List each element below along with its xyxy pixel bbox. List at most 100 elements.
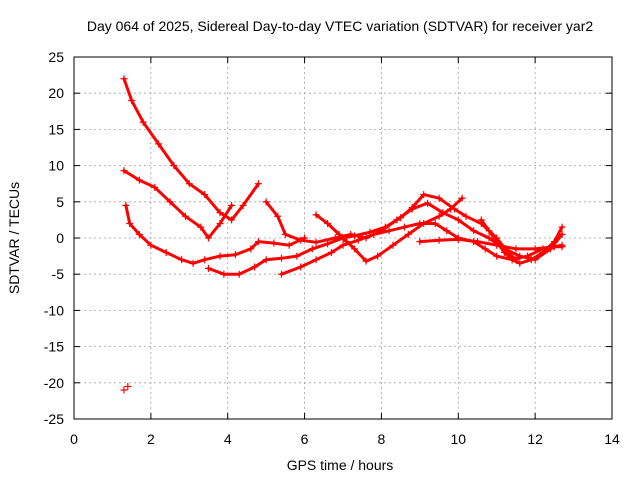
data-point <box>347 230 355 238</box>
data-point <box>481 245 489 253</box>
data-point <box>205 234 212 242</box>
data-point <box>139 118 147 126</box>
data-point <box>435 236 443 244</box>
chart-title: Day 064 of 2025, Sidereal Day-to-day VTE… <box>87 18 593 34</box>
data-point <box>262 198 270 206</box>
y-tick-label: 0 <box>56 230 64 246</box>
data-point <box>327 248 335 256</box>
data-point <box>550 238 558 246</box>
data-point <box>385 227 393 235</box>
data-point <box>155 140 163 148</box>
data-point <box>523 252 531 260</box>
data-point <box>485 234 493 242</box>
data-point <box>493 238 501 246</box>
y-tick-label: 5 <box>56 194 64 210</box>
data-point <box>247 245 255 253</box>
data-point <box>135 176 143 184</box>
data-point <box>477 216 485 224</box>
data-point <box>404 230 412 238</box>
x-tick-label: 10 <box>450 431 466 447</box>
data-point <box>420 220 428 228</box>
axis-ticks: 0 2 4 6 8 10 12 14 -25 -20 -15 -10 -5 0 5 10 15 20 25 <box>44 49 620 447</box>
y-tick-label: -20 <box>44 375 64 391</box>
data-point <box>278 270 286 278</box>
data-point <box>431 220 439 228</box>
data-point <box>493 252 501 260</box>
data-point <box>147 241 155 249</box>
data-point <box>251 263 259 271</box>
data-point <box>500 248 508 256</box>
data-point <box>531 245 539 253</box>
x-tick-label: 4 <box>224 431 232 447</box>
data-point <box>462 212 470 220</box>
data-point <box>485 227 493 235</box>
data-point <box>339 241 347 249</box>
data-point <box>558 243 566 251</box>
data-point <box>512 245 520 253</box>
y-tick-label: 15 <box>48 121 64 137</box>
x-tick-label: 8 <box>378 431 386 447</box>
data-points <box>120 75 566 394</box>
data-point <box>297 236 305 244</box>
data-point <box>408 205 416 213</box>
data-point <box>166 198 174 206</box>
data-point <box>454 235 462 243</box>
series-track-1 <box>122 77 260 222</box>
data-point <box>239 201 247 209</box>
data-point <box>443 227 451 235</box>
y-tick-label: -5 <box>52 266 65 282</box>
data-point <box>393 216 401 224</box>
data-point <box>178 256 186 264</box>
y-tick-label: -15 <box>44 339 64 355</box>
data-point <box>416 238 424 246</box>
x-tick-label: 0 <box>70 431 78 447</box>
data-point <box>424 199 432 207</box>
data-point <box>474 238 481 246</box>
data-point <box>122 201 130 209</box>
data-point <box>216 252 224 260</box>
data-point <box>539 248 547 256</box>
data-point <box>454 216 462 224</box>
data-point <box>354 236 362 244</box>
data-point <box>331 234 339 242</box>
data-point <box>420 191 428 199</box>
data-point <box>458 194 466 202</box>
data-point <box>558 223 566 231</box>
data-point <box>124 382 132 390</box>
data-point <box>262 256 270 264</box>
data-point <box>120 75 128 83</box>
y-tick-label: -25 <box>44 411 64 427</box>
data-point <box>293 252 301 260</box>
data-point <box>297 263 305 271</box>
data-point <box>335 230 343 238</box>
data-point <box>126 220 134 228</box>
data-point <box>281 230 289 238</box>
x-tick-label: 6 <box>301 431 309 447</box>
y-axis-label: SDTVAR / TECUs <box>6 182 22 294</box>
data-point <box>278 254 286 262</box>
data-point <box>151 183 159 191</box>
data-point <box>400 223 408 231</box>
data-point <box>343 238 351 246</box>
data-point <box>201 256 209 264</box>
series-track-9 <box>479 218 564 265</box>
y-tick-label: 20 <box>48 85 64 101</box>
data-point <box>231 251 239 259</box>
data-point <box>201 191 209 199</box>
data-point <box>312 238 320 246</box>
x-tick-label: 12 <box>527 431 543 447</box>
x-axis-label: GPS time / hours <box>287 457 394 473</box>
data-point <box>324 240 332 248</box>
x-tick-label: 2 <box>147 431 155 447</box>
data-point <box>362 257 370 265</box>
y-tick-label: -10 <box>44 302 64 318</box>
data-point <box>308 245 316 253</box>
series-track-4 <box>207 193 518 276</box>
data-point <box>370 230 378 238</box>
data-point <box>274 212 282 220</box>
data-point <box>285 241 293 249</box>
y-tick-label: 10 <box>48 158 64 174</box>
data-point <box>527 256 535 264</box>
data-point <box>205 264 212 272</box>
